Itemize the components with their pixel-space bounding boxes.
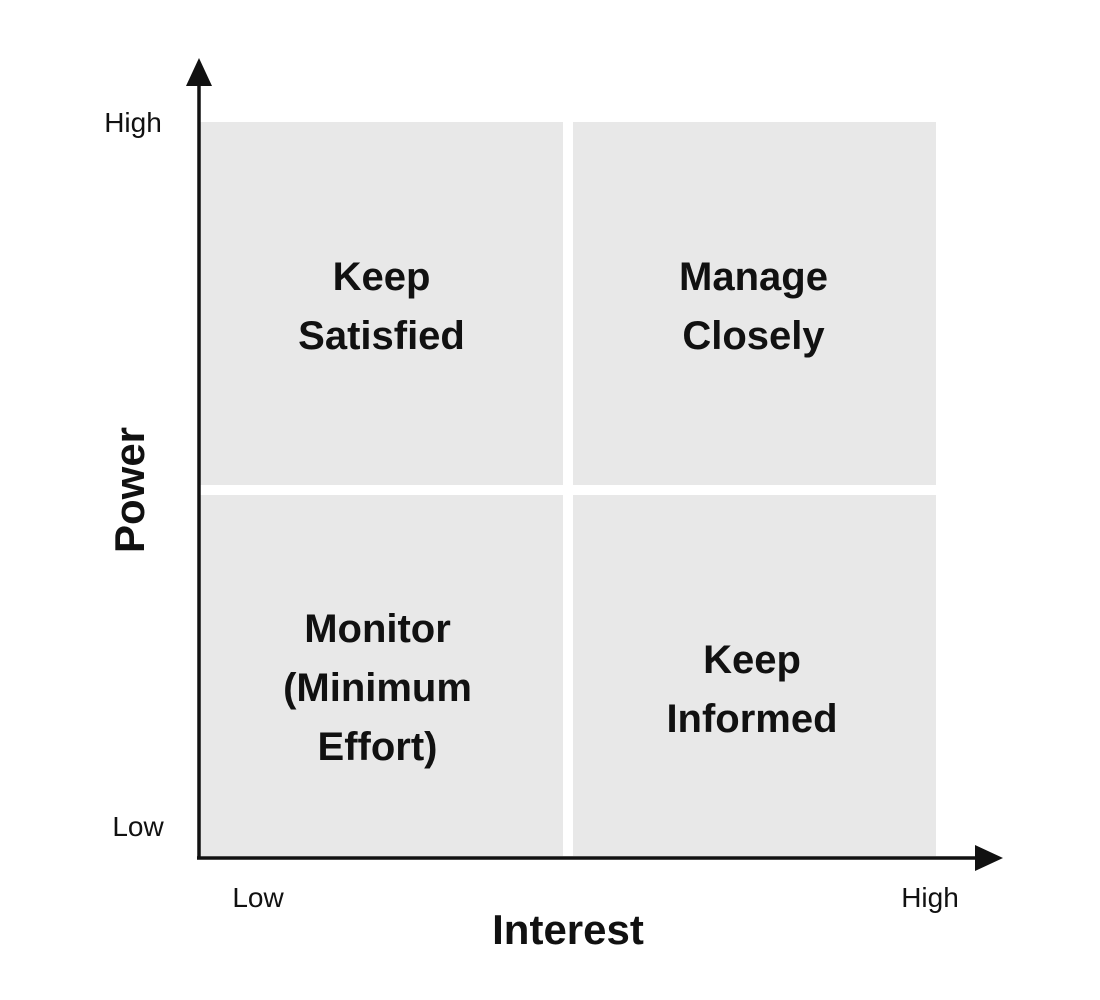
x-axis-title: Interest	[492, 906, 644, 953]
quadrant-keep-informed: Keep Informed	[573, 495, 936, 856]
y-tick-high: High	[104, 107, 162, 138]
quadrant-keep-satisfied: Keep Satisfied	[200, 122, 563, 485]
quadrant-manage-closely: Manage Closely	[573, 122, 936, 485]
label-line: Closely	[682, 314, 825, 358]
x-tick-low: Low	[232, 882, 284, 913]
y-axis-title: Power	[106, 426, 153, 554]
label-line: Keep	[703, 638, 801, 682]
label-line: Keep	[332, 255, 431, 299]
quadrant-label: Keep Satisfied	[200, 248, 563, 366]
quadrant-label: Keep Informed	[568, 631, 936, 749]
label-line: (Minimum	[283, 666, 472, 710]
y-tick-low: Low	[112, 811, 164, 842]
label-line: Satisfied	[298, 314, 465, 358]
y-axis-arrow-icon	[186, 58, 212, 86]
label-line: Effort)	[317, 725, 438, 769]
x-tick-high: High	[901, 882, 959, 913]
x-axis-arrow-icon	[975, 845, 1003, 871]
quadrant-label: Monitor (Minimum Effort)	[192, 600, 563, 777]
label-line: Monitor	[304, 607, 451, 651]
label-line: Manage	[679, 255, 828, 299]
quadrant-monitor: Monitor (Minimum Effort)	[200, 495, 563, 856]
quadrant-label: Manage Closely	[571, 248, 936, 366]
label-line: Informed	[666, 697, 838, 741]
